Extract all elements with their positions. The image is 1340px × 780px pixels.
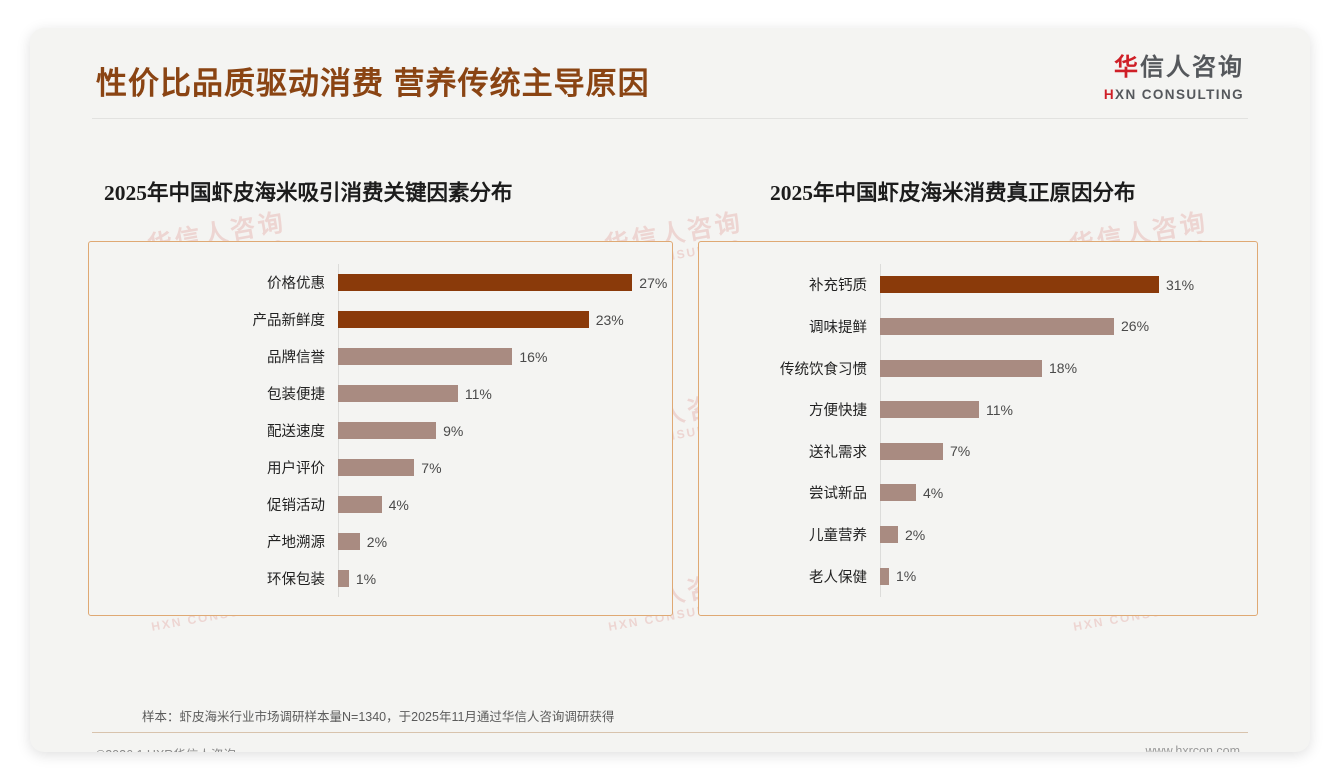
logo-english: HXN CONSULTING: [1104, 88, 1244, 102]
bar-row: 环保包装 1%: [89, 560, 672, 597]
bar-row: 尝试新品 4%: [699, 472, 1257, 514]
bar: [338, 570, 349, 587]
source-footnote: 样本：虾皮海米行业市场调研样本量N=1340，于2025年11月通过华信人咨询调…: [142, 710, 615, 724]
bar-row: 包装便捷 11%: [89, 375, 672, 412]
bar: [880, 442, 943, 460]
logo-chinese-highlight: 华: [1114, 54, 1140, 81]
bar-row: 儿童营养 2%: [699, 514, 1257, 556]
footer-divider: [92, 732, 1248, 733]
chart-title-right: 2025年中国虾皮海米消费真正原因分布: [770, 181, 1136, 205]
bar-category-label: 儿童营养: [809, 528, 867, 545]
bar-category-label: 品牌信誉: [267, 350, 325, 366]
bar: [338, 459, 415, 476]
chart-axis-line: [880, 264, 881, 597]
header-divider: [92, 118, 1248, 119]
bar-category-label: 产品新鲜度: [252, 313, 326, 329]
bar-value-label: 27%: [639, 274, 668, 291]
bar-value-label: 11%: [464, 385, 492, 402]
bar-value-label: 31%: [1166, 276, 1195, 293]
bar-row: 传统饮食习惯 18%: [699, 347, 1257, 389]
page-title: 性价比品质驱动消费 营养传统主导原因: [96, 66, 650, 101]
bar-row: 调味提鲜 26%: [699, 306, 1257, 348]
bar-row: 产品新鲜度 23%: [89, 301, 672, 338]
bar-value-label: 11%: [986, 401, 1013, 418]
bar-row: 促销活动 4%: [89, 486, 672, 523]
company-logo: 华信人咨询 HXN CONSULTING: [1104, 56, 1244, 102]
bar-row: 品牌信誉 16%: [89, 338, 672, 375]
bar-category-label: 补充钙质: [809, 278, 867, 295]
bar: [338, 274, 633, 291]
bar-value-label: 26%: [1121, 318, 1150, 335]
bar-row: 产地溯源 2%: [89, 523, 672, 560]
bar: [880, 401, 979, 419]
bar-value-label: 7%: [950, 443, 971, 460]
bar: [338, 496, 382, 513]
bar-value-label: 23%: [595, 311, 624, 328]
bar-rows-left: 价格优惠 27% 产品新鲜度 23% 品牌信誉 16% 包装便捷 11% 配送速度 9% 用户评价 7…: [89, 264, 672, 597]
bar: [880, 567, 889, 585]
bar: [880, 359, 1042, 377]
slide: 性价比品质驱动消费 营养传统主导原因 华信人咨询 HXN CONSULTING …: [30, 28, 1310, 752]
bar-value-label: 16%: [519, 348, 548, 365]
bar-category-label: 用户评价: [267, 461, 325, 477]
copyright-text: ©2026.1 HXR华信人咨询: [96, 744, 236, 752]
bar: [880, 276, 1159, 294]
bar-value-label: 1%: [896, 568, 917, 585]
logo-chinese: 华信人咨询: [1104, 56, 1244, 80]
chart-panel-left: 价格优惠 27% 产品新鲜度 23% 品牌信誉 16% 包装便捷 11% 配送速度 9% 用户评价 7…: [88, 241, 673, 616]
bar-category-label: 送礼需求: [809, 444, 867, 461]
chart-panel-right: 补充钙质 31% 调味提鲜 26% 传统饮食习惯 18% 方便快捷 11% 送礼需求 7% 尝试新品…: [698, 241, 1258, 616]
bar-category-label: 老人保健: [809, 569, 867, 586]
website-link[interactable]: www.hxrcon.com: [1145, 744, 1240, 752]
bar: [338, 348, 513, 365]
bar-category-label: 配送速度: [267, 424, 325, 440]
bar-category-label: 产地溯源: [267, 535, 325, 551]
bar-rows-right: 补充钙质 31% 调味提鲜 26% 传统饮食习惯 18% 方便快捷 11% 送礼需求 7% 尝试新品…: [699, 264, 1257, 597]
bar-value-label: 4%: [923, 484, 944, 501]
bar-category-label: 价格优惠: [267, 276, 325, 292]
logo-english-highlight: H: [1103, 87, 1116, 102]
bar-value-label: 4%: [388, 496, 409, 513]
bar-category-label: 尝试新品: [809, 486, 867, 503]
logo-english-rest: XN CONSULTING: [1115, 87, 1244, 102]
bar-row: 配送速度 9%: [89, 412, 672, 449]
bar: [338, 311, 589, 328]
bar: [880, 526, 898, 544]
bar-category-label: 调味提鲜: [809, 319, 867, 336]
chart-title-left: 2025年中国虾皮海米吸引消费关键因素分布: [104, 181, 513, 205]
bar-row: 补充钙质 31%: [699, 264, 1257, 306]
bar-row: 方便快捷 11%: [699, 389, 1257, 431]
bar: [338, 385, 458, 402]
logo-chinese-rest: 信人咨询: [1140, 54, 1244, 81]
bar-category-label: 促销活动: [267, 498, 325, 514]
bar-value-label: 2%: [905, 526, 926, 543]
bar: [880, 484, 916, 502]
bar-category-label: 传统饮食习惯: [780, 361, 867, 378]
bar-row: 用户评价 7%: [89, 449, 672, 486]
bar: [338, 422, 437, 439]
bar-row: 老人保健 1%: [699, 555, 1257, 597]
bar: [338, 533, 360, 550]
bar-value-label: 7%: [421, 459, 442, 476]
bar-row: 价格优惠 27%: [89, 264, 672, 301]
bar: [880, 317, 1114, 335]
bar-value-label: 9%: [443, 422, 464, 439]
bar-category-label: 方便快捷: [809, 403, 867, 420]
bar-category-label: 环保包装: [267, 572, 325, 588]
bar-row: 送礼需求 7%: [699, 431, 1257, 473]
bar-category-label: 包装便捷: [267, 387, 325, 403]
bar-value-label: 18%: [1049, 360, 1078, 377]
bar-value-label: 2%: [366, 533, 388, 550]
slide-header: 性价比品质驱动消费 营养传统主导原因 华信人咨询 HXN CONSULTING: [30, 28, 1310, 120]
bar-value-label: 1%: [355, 570, 377, 587]
